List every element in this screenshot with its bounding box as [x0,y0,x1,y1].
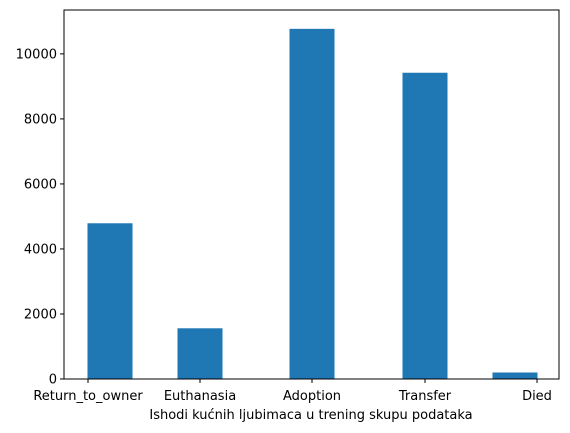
y-tick-label: 4000 [24,242,57,257]
y-tick-label: 10000 [16,47,57,62]
x-axis-ticks: Return_to_owner Euthanasia Adoption Transfe… [33,379,552,404]
x-tick-label-euthanasia: Euthanasia [164,389,236,404]
bar-return-to-owner [87,223,133,379]
x-tick-label-adoption: Adoption [283,389,341,404]
bar-euthanasia [177,328,223,379]
bar-died [492,372,538,379]
x-axis-label: Ishodi kućnih ljubimaca u trening skupu … [149,408,472,423]
y-axis-ticks: 0 2000 4000 6000 8000 10000 [16,47,64,388]
y-tick-label: 8000 [24,112,57,127]
x-tick-label-transfer: Transfer [398,389,452,404]
y-tick-label: 6000 [24,177,57,192]
bar-adoption [289,28,335,380]
x-tick-label-died: Died [522,389,552,404]
bars-group [87,28,538,380]
bar-transfer [402,72,448,380]
y-tick-label: 2000 [24,307,57,322]
x-tick-label-return-to-owner: Return_to_owner [33,389,143,404]
plot-frame [63,9,560,380]
y-tick-label: 0 [49,373,57,388]
